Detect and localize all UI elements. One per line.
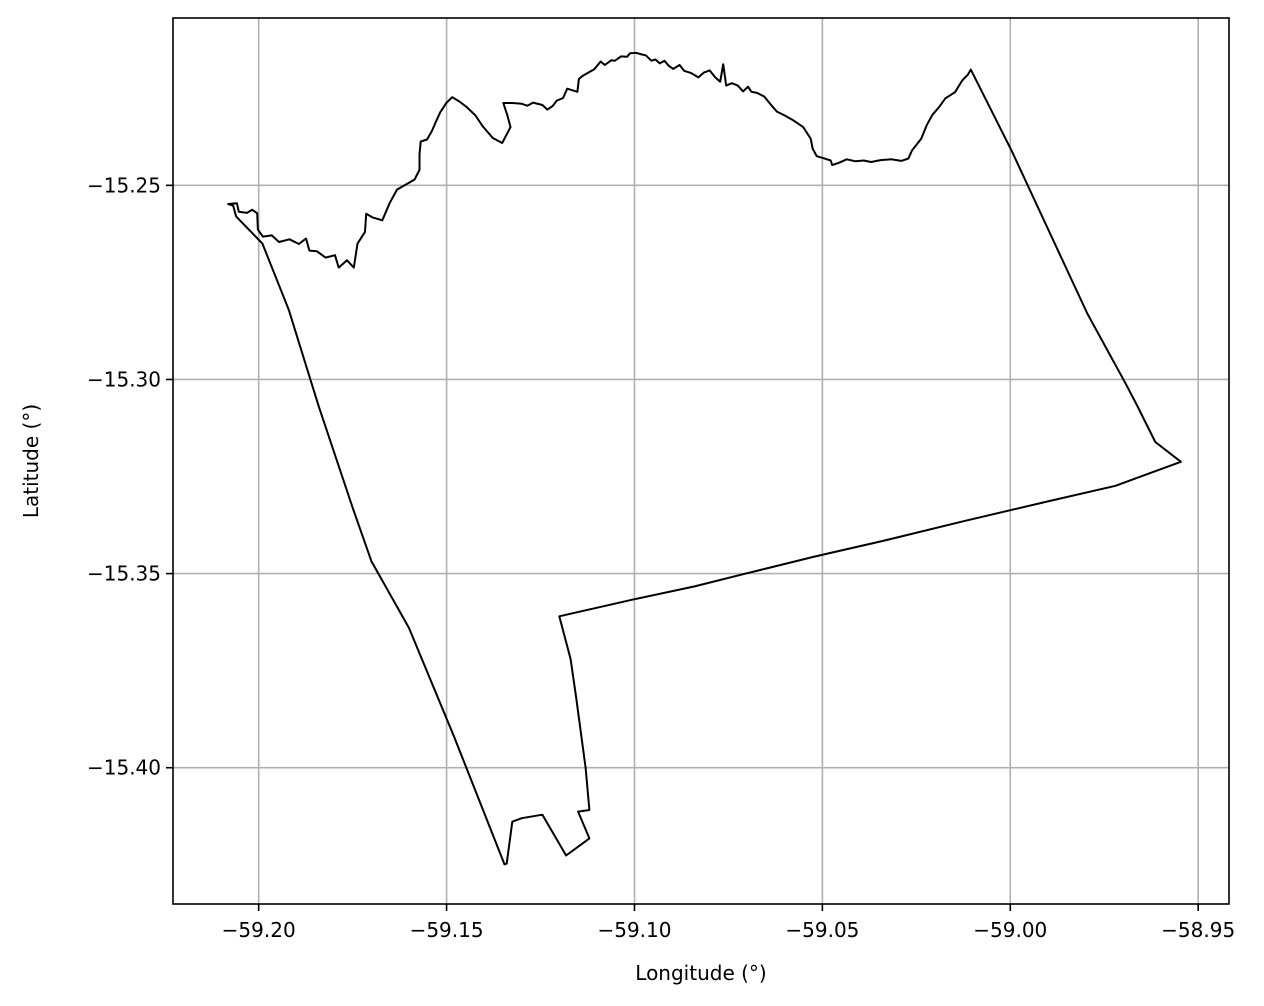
y-tick-label: −15.25 [87,173,161,197]
x-tick-label: −58.95 [1161,918,1235,942]
x-tick-label: −59.15 [410,918,484,942]
x-tick-label: −59.10 [597,918,671,942]
grid [173,18,1229,904]
y-axis-label: Latitude (°) [19,404,43,518]
boundary-layer [227,51,1182,866]
x-axis-ticks: −59.20 −59.15 −59.10 −59.05 −59.00 −58.95 [222,904,1235,942]
y-axis-ticks: −15.25 −15.30 −15.35 −15.40 [87,173,173,780]
x-tick-label: −59.20 [222,918,296,942]
x-axis-label: Longitude (°) [635,961,766,985]
x-tick-label: −59.00 [973,918,1047,942]
plot-frame [172,17,1230,905]
y-tick-label: −15.35 [87,562,161,586]
y-tick-label: −15.40 [87,756,161,780]
x-tick-label: −59.05 [785,918,859,942]
boundary-outline [227,51,1182,866]
y-tick-label: −15.30 [87,367,161,391]
